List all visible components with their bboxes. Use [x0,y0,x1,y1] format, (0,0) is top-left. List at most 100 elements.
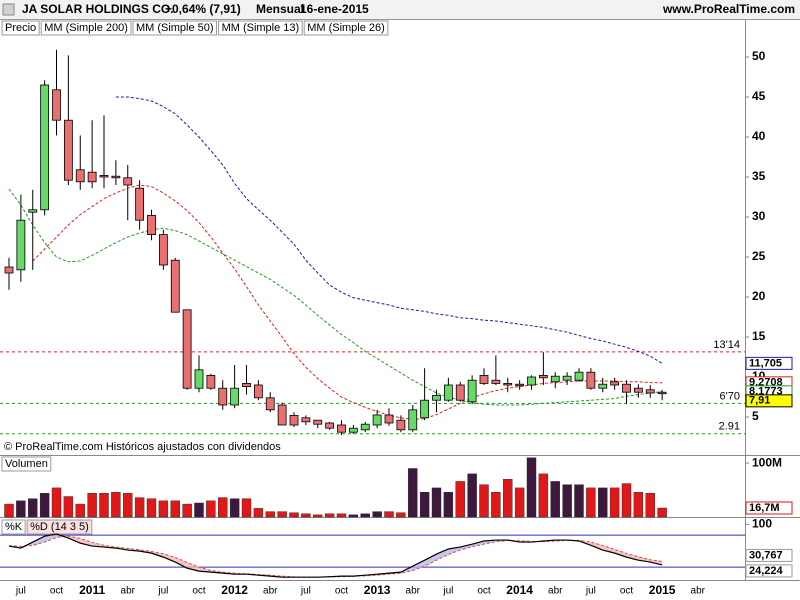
volume-bar [313,514,323,518]
legend-box [1,20,40,36]
last-value-box [745,564,793,578]
last-value-box [745,501,793,515]
legend-label: MM (Simple 26) [307,22,385,34]
candle-body [372,414,382,426]
candle-body [75,169,85,183]
volume-bar [265,511,275,518]
x-tick-label: abr [691,586,706,597]
legend-box [1,456,52,472]
volume-bar [621,483,632,518]
y-tick-label: 20 [752,289,766,303]
candle-body [550,375,560,383]
legend-label: Precio [5,22,36,34]
last-value-label: 30,767 [749,549,783,561]
volume-bar [633,492,644,518]
candle-body [277,404,287,426]
stoch-fill [460,544,473,551]
candle-body [123,177,133,186]
volume-bar [479,484,489,518]
y-tick-label: 40 [752,129,766,143]
volume-bar [360,513,370,518]
candle-body [657,391,667,395]
candle-body [360,423,370,431]
stoch-fill [424,554,437,567]
period: Mensual [256,2,304,16]
legend-label: MM (Simple 13) [222,22,300,34]
stoch-fill [626,553,639,561]
volume-bar [99,493,109,518]
stoch-fill [638,556,651,563]
candle-body [16,219,26,271]
candle-body [158,234,168,266]
stoch-line [8,535,663,578]
stoch-fill [436,549,449,561]
level-label: 6'70 [720,390,740,402]
volume-bar [396,512,406,518]
candle-body [99,174,109,178]
y-tick-label: 30 [752,209,766,223]
stoch-fill [614,549,627,558]
header-bar [0,0,800,19]
x-tick-label: jul [300,586,311,597]
candle-body [503,382,513,386]
volume-bar [384,511,394,518]
candle-body [289,414,299,426]
volume-bar [455,481,465,518]
candle-body [408,409,418,431]
x-tick-label: oct [620,586,634,597]
candle-body [230,387,240,406]
volume-bar [657,507,667,518]
candle-body [455,384,465,401]
volume-bar [134,497,145,518]
candle-body [111,175,121,179]
candle-body [515,383,525,387]
stoch-fill [590,542,603,551]
candle-body [253,384,263,399]
x-tick-label: 2015 [649,583,676,597]
candle-body [206,374,216,389]
volume-bar [538,473,549,518]
volume-bar [277,511,287,518]
y-tick-label: 45 [752,89,766,103]
stoch-fill [602,545,615,554]
volume-bar [39,493,50,518]
menu-icon[interactable] [2,3,15,16]
candle-body [645,389,655,394]
volume-bar [111,492,121,518]
x-tick-label: oct [50,586,64,597]
candle-body [87,171,97,183]
candle-body [313,419,323,425]
volume-bar [194,502,204,518]
y-tick-label: 15 [752,329,766,343]
candle-body [491,379,501,384]
moving-average [115,96,663,364]
volume-bar [514,487,525,518]
candle-body [28,209,38,213]
footer-note: © ProRealTime.com Históricos ajustados c… [4,441,281,453]
x-tick-label: abr [548,586,563,597]
volume-bar [158,500,169,518]
y-tick-label: 25 [752,249,766,263]
volume-bar [28,498,38,518]
volume-bar [574,484,584,518]
volume-bar [123,493,133,518]
volume-bar [253,508,264,518]
candle-body [420,399,430,419]
stoch-fill [472,540,484,547]
legend-box [1,519,26,535]
legend-box [26,519,93,535]
x-tick-label: oct [192,586,206,597]
volume-bar [586,487,596,518]
candle-body [265,397,275,411]
candle-body [586,371,596,389]
volume-bar [526,457,537,518]
volume-bar [170,500,180,518]
candle-body [194,369,204,389]
site: www.ProRealTime.com [662,2,795,16]
volume-bar [598,487,608,518]
candle-body [182,309,192,389]
last-value-box [745,548,793,562]
volume-bar [4,503,14,518]
candle-body [467,379,477,403]
candle-body [527,376,536,386]
